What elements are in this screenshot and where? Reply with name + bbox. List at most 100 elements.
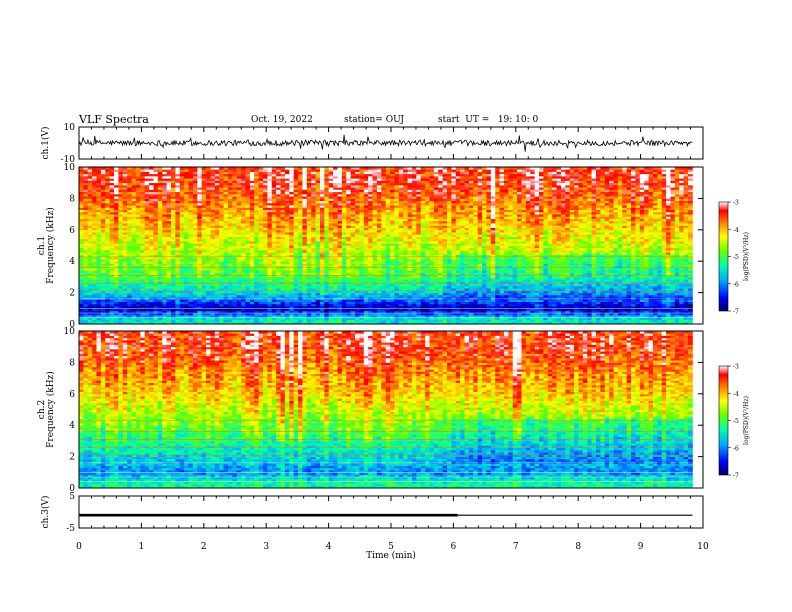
spectrogram-cell: [359, 294, 365, 298]
spectrogram-cell: [210, 171, 216, 175]
spectrogram-cell: [114, 227, 119, 231]
spectrogram-cell: [79, 283, 84, 287]
spectrogram-cell: [140, 209, 146, 213]
spectrogram-cell: [192, 202, 198, 206]
spectrogram-cell: [109, 189, 115, 193]
spectrogram-cell: [355, 283, 360, 287]
spectrogram-cell: [372, 267, 378, 271]
spectrogram-cell: [271, 308, 277, 311]
spectrogram-cell: [179, 218, 185, 222]
spectrogram-cell: [355, 196, 360, 199]
spectrogram-cell: [175, 247, 181, 251]
spectrogram-cell: [188, 225, 194, 228]
spectrogram-cell: [328, 312, 334, 316]
spectrogram-cell: [144, 274, 150, 278]
spectrogram-cell: [100, 270, 106, 273]
spectrogram-cell: [284, 196, 290, 199]
spectrogram-cell: [153, 303, 159, 307]
spectrogram-cell: [153, 198, 159, 202]
spectrogram-cell: [324, 272, 330, 276]
spectrogram-cell: [140, 234, 146, 237]
spectrogram-cell: [241, 292, 246, 296]
spectrogram-cell: [284, 178, 290, 181]
spectrogram-cell: [135, 198, 141, 202]
spectrogram-cell: [372, 312, 378, 316]
spectrogram-cell: [363, 187, 369, 190]
spectrogram-cell: [201, 299, 207, 302]
spectrogram-cell: [289, 315, 295, 318]
spectrogram-cell: [153, 258, 159, 262]
spectrogram-cell: [355, 225, 360, 228]
spectrogram-cell: [236, 303, 242, 307]
spectrogram-cell: [197, 191, 203, 195]
spectrogram-cell: [319, 310, 325, 314]
spectrogram-cell: [267, 279, 273, 282]
spectrogram-cell: [105, 200, 111, 204]
spectrogram-cell: [241, 243, 246, 246]
spectrogram-cell: [131, 267, 137, 271]
spectrogram-cell: [87, 301, 93, 305]
spectrogram-cell: [289, 173, 295, 177]
spectrogram-cell: [267, 218, 273, 222]
spectrogram-cell: [188, 310, 194, 314]
spectrogram-cell: [315, 249, 321, 253]
spectrogram-cell: [184, 200, 189, 204]
spectrogram-cell: [372, 216, 378, 219]
spectrogram-cell: [241, 184, 246, 188]
spectrogram-cell: [179, 207, 185, 211]
spectrogram-cell: [249, 223, 255, 226]
spectrogram-cell: [153, 225, 159, 228]
spectrogram-cell: [368, 241, 373, 244]
spectrogram-cell: [245, 319, 251, 323]
spectrogram-cell: [122, 178, 128, 181]
spectrogram-cell: [79, 267, 84, 271]
spectrogram-cell: [324, 319, 330, 323]
spectrogram-cell: [241, 261, 246, 264]
spectrogram-cell: [184, 202, 189, 206]
spectrogram-cell: [79, 317, 84, 320]
spectrogram-cell: [162, 299, 168, 302]
spectrogram-cell: [166, 241, 172, 244]
spectrogram-cell: [140, 200, 146, 204]
spectrogram-cell: [223, 267, 229, 271]
spectrogram-cell: [249, 308, 255, 311]
spectrogram-cell: [311, 281, 316, 285]
spectrogram-cell: [192, 301, 198, 305]
spectrogram-cell: [276, 301, 281, 305]
spectrogram-cell: [319, 223, 325, 226]
spectrogram-cell: [258, 232, 264, 235]
spectrogram-cell: [346, 218, 352, 222]
spectrogram-cell: [249, 274, 255, 278]
spectrogram-cell: [311, 209, 316, 213]
spectrogram-cell: [210, 265, 216, 269]
spectrogram-cell: [293, 292, 299, 296]
spectrogram-cell: [162, 303, 168, 307]
spectrogram-cell: [302, 292, 308, 296]
spectrogram-cell: [289, 245, 295, 249]
spectrogram-cell: [175, 299, 181, 302]
spectrogram-cell: [368, 299, 373, 302]
spectrogram-cell: [127, 258, 132, 262]
spectrogram-cell: [131, 276, 137, 280]
spectrogram-cell: [302, 175, 308, 179]
spectrogram-cell: [166, 169, 172, 172]
spectrogram-cell: [328, 173, 334, 177]
spectrogram-cell: [192, 312, 198, 316]
spectrogram-cell: [175, 312, 181, 316]
spectrogram-cell: [83, 256, 89, 260]
spectrogram-cell: [315, 252, 321, 255]
spectrogram-cell: [223, 216, 229, 219]
spectrogram-cell: [131, 207, 137, 211]
spectrogram-cell: [245, 234, 251, 237]
spectrogram-cell: [249, 209, 255, 213]
spectrogram-cell: [276, 193, 281, 197]
spectrogram-cell: [153, 211, 159, 215]
spectrogram-cell: [184, 317, 189, 320]
spectrogram-cell: [109, 301, 115, 305]
spectrogram-cell: [188, 306, 194, 309]
spectrogram-cell: [359, 317, 365, 320]
spectrogram-cell: [114, 175, 119, 179]
spectrogram-cell: [232, 267, 238, 271]
spectrogram-cell: [337, 207, 343, 211]
spectrogram-cell: [368, 225, 373, 228]
